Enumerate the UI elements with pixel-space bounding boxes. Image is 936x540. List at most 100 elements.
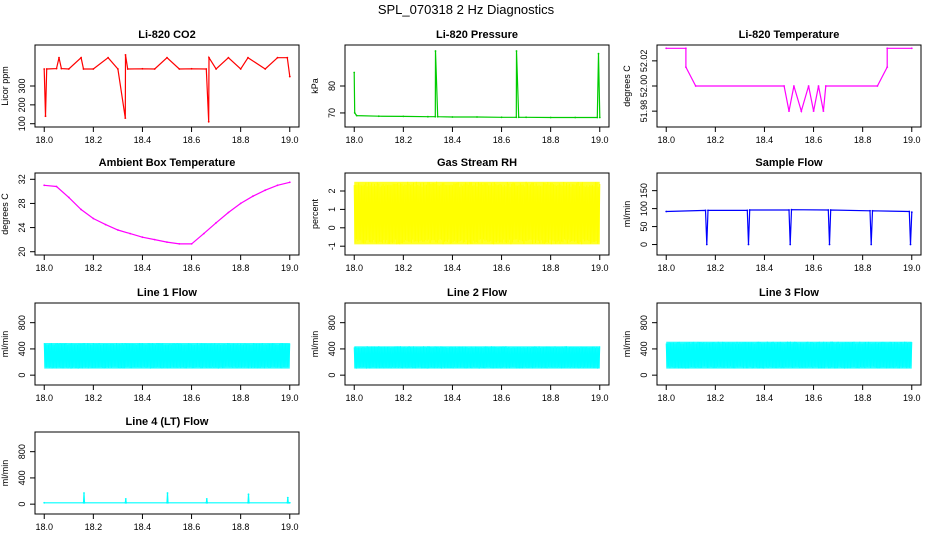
y-tick-label: 800: [17, 315, 27, 330]
data-point: [83, 501, 86, 504]
x-tick-label: 18.2: [707, 393, 725, 403]
chart-panel-7: Line 1 Flow ml/min 18.0 18.2 18.4 18.6 18.8 19.…: [0, 287, 300, 403]
data-point: [239, 68, 242, 70]
y-axis-label: degrees C: [622, 65, 632, 107]
x-tick-label: 18.6: [493, 263, 511, 273]
x-tick-label: 18.0: [35, 522, 53, 532]
data-point: [107, 56, 109, 59]
data-point: [82, 68, 85, 70]
x-tick-label: 18.8: [542, 135, 560, 145]
x-tick-label: 18.6: [493, 135, 511, 145]
x-tick-label: 19.0: [281, 522, 299, 532]
plot-frame: [344, 44, 610, 128]
series-line: [44, 492, 290, 504]
data-point: [276, 184, 279, 187]
x-tick-label: 18.0: [35, 263, 53, 273]
data-point: [910, 47, 913, 50]
x-tick-label: 19.0: [281, 263, 299, 273]
data-point: [264, 189, 267, 192]
data-point: [247, 493, 250, 496]
chart-panel-9: Line 3 Flow ml/min 18.0 18.2 18.4 18.6 18.8 19.…: [622, 287, 922, 403]
data-point: [247, 56, 249, 59]
data-point: [153, 68, 156, 70]
data-point: [596, 116, 599, 119]
data-point: [827, 209, 830, 211]
x-tick-label: 18.4: [756, 135, 774, 145]
data-point: [227, 56, 230, 59]
data-point: [215, 68, 218, 70]
x-tick-label: 19.0: [903, 135, 921, 145]
x-tick-label: 18.2: [395, 135, 413, 145]
data-point: [789, 243, 792, 246]
data-point: [790, 208, 793, 211]
data-point: [288, 75, 291, 78]
data-point: [451, 116, 454, 118]
x-tick-label: 18.6: [183, 393, 201, 403]
data-point: [377, 115, 380, 118]
series-line: [665, 341, 913, 369]
y-axis-label: Licor ppm: [0, 66, 10, 106]
data-point: [80, 208, 82, 211]
series-line: [666, 209, 913, 245]
x-tick-label: 18.2: [395, 263, 413, 273]
x-tick-label: 18.4: [444, 393, 462, 403]
y-tick-label: 800: [639, 315, 649, 330]
data-point: [353, 112, 356, 114]
x-tick-label: 18.0: [657, 263, 675, 273]
chart-title: Li-820 CO2: [138, 29, 195, 41]
data-point: [574, 116, 577, 119]
chart-title: Ambient Box Temperature: [99, 157, 236, 169]
x-tick-label: 18.4: [134, 393, 152, 403]
y-axis-label: ml/min: [310, 331, 320, 358]
data-point: [166, 241, 168, 244]
y-tick-label: 400: [639, 341, 649, 356]
data-point: [788, 110, 790, 112]
series-line: [353, 346, 601, 369]
y-tick-label: 1: [327, 207, 337, 212]
data-point: [515, 50, 518, 52]
data-point: [500, 116, 503, 119]
x-tick-label: 18.4: [134, 522, 152, 532]
chart-panel-10: Line 4 (LT) Flow ml/min 18.0 18.2 18.4 18.6 18…: [0, 416, 300, 532]
data-point: [153, 238, 156, 241]
data-point: [824, 85, 827, 87]
plot-frame: [34, 172, 300, 256]
data-point: [746, 209, 749, 212]
data-point: [353, 71, 356, 74]
x-tick-label: 18.6: [183, 135, 201, 145]
data-point: [748, 209, 751, 211]
data-point: [747, 243, 750, 246]
data-point: [80, 56, 82, 59]
x-tick-label: 19.0: [591, 135, 609, 145]
data-point: [705, 243, 708, 246]
data-point: [685, 47, 687, 50]
x-tick-label: 18.4: [756, 263, 774, 273]
data-point: [793, 85, 795, 87]
x-tick-label: 18.8: [232, 135, 250, 145]
series-line: [43, 342, 291, 369]
y-axis-label: percent: [310, 198, 320, 229]
x-tick-label: 18.8: [232, 522, 250, 532]
chart-title: Li-820 Temperature: [739, 29, 840, 41]
data-point: [355, 114, 358, 117]
data-point: [117, 229, 119, 231]
data-point: [817, 85, 820, 87]
data-point: [83, 492, 85, 494]
data-point: [205, 68, 208, 70]
data-point: [908, 210, 911, 213]
y-tick-label: 300: [17, 78, 27, 93]
x-tick-label: 18.2: [85, 393, 103, 403]
x-tick-label: 18.6: [805, 393, 823, 403]
data-point: [807, 85, 810, 87]
data-point: [476, 116, 478, 118]
figure-title: SPL_070318 2 Hz Diagnostics: [378, 2, 555, 17]
chart-panel-4: Ambient Box Temperature degrees C 18.0 18.2…: [0, 157, 300, 273]
chart-panels: Li-820 CO2 Licor ppm 18.0 18.2 18.4 18.6 18.8 1…: [0, 29, 922, 532]
y-tick-label: 70: [327, 108, 337, 118]
y-tick-label: 50: [639, 222, 649, 232]
y-tick-label: 80: [327, 81, 337, 91]
data-point: [707, 209, 709, 212]
x-tick-label: 18.6: [805, 263, 823, 273]
data-point: [525, 116, 527, 119]
data-point: [287, 501, 290, 504]
